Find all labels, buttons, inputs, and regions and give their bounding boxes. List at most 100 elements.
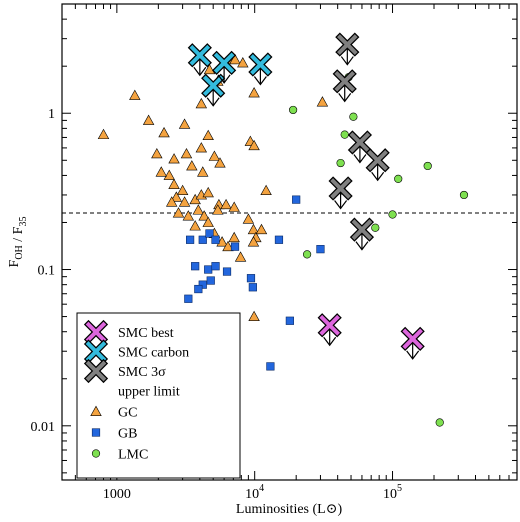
gc-point — [198, 210, 210, 221]
gc-point — [202, 216, 214, 227]
gc-point — [168, 153, 180, 164]
gc-point — [192, 204, 205, 215]
gc-point — [197, 166, 209, 177]
lmc-point — [423, 161, 432, 171]
gc-point — [195, 97, 208, 109]
smc-carbon-point — [248, 52, 273, 86]
gc-point — [151, 147, 163, 159]
gb-point — [198, 235, 207, 244]
gb-point — [266, 362, 275, 371]
smc-3-point — [365, 148, 390, 182]
smc-3-point — [335, 32, 360, 66]
x-axis-label: Luminosities (L⊙) — [236, 502, 343, 517]
gc-point — [195, 142, 208, 153]
x-tick-label: 104 — [245, 483, 264, 502]
lmc-point — [349, 112, 358, 121]
gc-point — [247, 223, 260, 235]
legend: SMC best SMC carbon SMC 3σ upper limit GC GB L… — [76, 312, 241, 479]
smc-carbon-point — [201, 73, 226, 107]
legend-label-gb: GB — [118, 427, 137, 442]
gc-point — [247, 236, 260, 247]
legend-marker-gb — [91, 428, 101, 437]
gc-point — [129, 89, 141, 100]
gb-point — [204, 265, 213, 274]
gb-point — [186, 235, 195, 244]
axis-ticks — [61, 3, 518, 480]
gc-point — [180, 147, 193, 159]
gc-point — [168, 178, 180, 189]
x-tick-label: 1000 — [103, 487, 131, 502]
gb-point — [285, 316, 294, 325]
gb-point — [230, 242, 240, 251]
gc-point — [189, 220, 201, 231]
data-points — [97, 32, 469, 427]
legend-marker-smc-3 — [83, 358, 109, 384]
gc-point — [202, 129, 214, 140]
y-tick-label: 0.1 — [38, 264, 56, 279]
x-tick-label: 105 — [383, 483, 402, 502]
lmc-point — [435, 418, 444, 427]
gc-point — [97, 128, 110, 140]
y-tick-label: 1 — [48, 107, 55, 122]
plot-area-frame — [61, 3, 518, 481]
gc-point — [220, 198, 232, 210]
gc-point — [237, 57, 249, 68]
smc-3-point — [328, 176, 353, 210]
gb-point — [316, 245, 325, 254]
legend-label-smc-carbon: SMC carbon — [118, 346, 189, 361]
gc-point — [212, 204, 224, 215]
gc-point — [176, 184, 189, 196]
gc-point — [248, 87, 260, 98]
lmc-point — [371, 223, 380, 232]
gb-point — [191, 262, 200, 271]
gc-point — [142, 114, 155, 125]
gc-point — [163, 169, 175, 180]
lmc-point — [302, 250, 312, 259]
legend-label-lmc: LMC — [118, 448, 148, 463]
gc-point — [260, 184, 272, 196]
gb-point — [292, 195, 301, 204]
y-axis-label: FOH / F35 — [7, 217, 29, 268]
gb-point — [184, 294, 193, 303]
gc-point — [255, 223, 268, 235]
gc-point — [222, 240, 234, 252]
gc-point — [178, 118, 191, 129]
gb-point — [198, 280, 207, 289]
lmc-point — [340, 130, 349, 139]
gc-point — [242, 213, 255, 224]
gc-point — [182, 210, 195, 221]
gc-point — [155, 166, 167, 177]
legend-label-upper-limit: upper limit — [118, 385, 180, 400]
gb-point — [205, 229, 214, 238]
lmc-point — [459, 190, 469, 200]
gb-point — [211, 235, 220, 244]
lmc-point — [289, 105, 298, 115]
gc-point — [248, 139, 260, 151]
gc-point — [202, 186, 214, 198]
gb-point — [246, 274, 256, 283]
smc-3-point — [349, 217, 375, 251]
gc-point — [208, 150, 221, 161]
smc-carbon-point — [212, 50, 237, 84]
gc-point — [234, 251, 247, 262]
legend-marker-smc-carbon — [83, 339, 109, 364]
legend-label-gc: GC — [118, 406, 137, 421]
lmc-point — [388, 210, 397, 219]
gc-point — [165, 196, 178, 207]
gc-point — [228, 201, 240, 212]
gb-point — [211, 262, 220, 271]
gc-point — [172, 207, 185, 218]
lmc-point — [394, 174, 403, 184]
gc-point — [170, 191, 183, 202]
tick-labels: 1000 104 105 0.01 0.1 1 — [31, 107, 403, 502]
y-tick-label: 0.01 — [31, 420, 56, 435]
smc-3-point — [347, 130, 373, 164]
legend-marker-gc — [90, 405, 102, 416]
gb-point — [274, 235, 284, 244]
gc-point — [178, 196, 191, 207]
gb-point — [222, 267, 232, 276]
lmc-point — [336, 158, 345, 168]
smc-3-point — [332, 69, 357, 103]
gc-point — [229, 53, 241, 65]
